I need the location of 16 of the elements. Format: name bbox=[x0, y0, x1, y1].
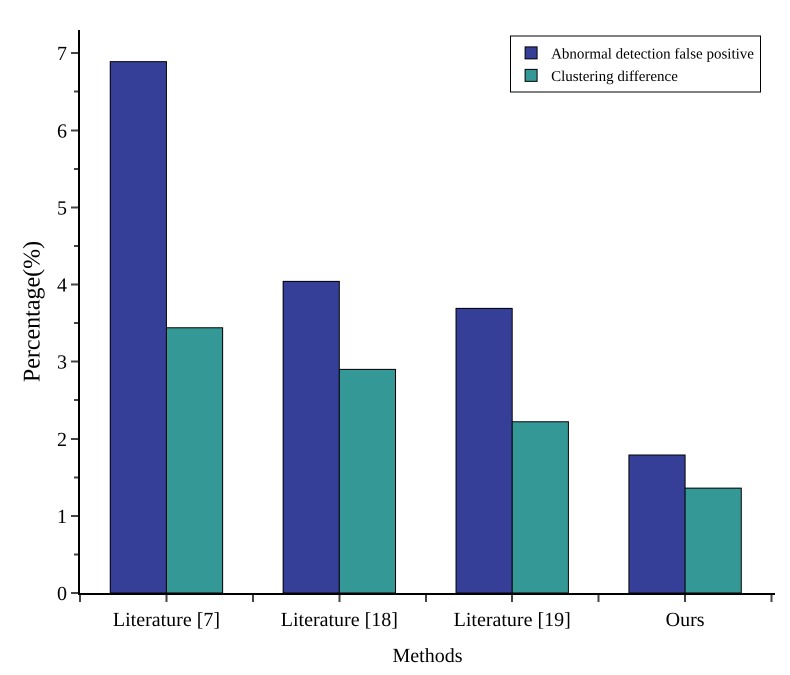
y-tick-label: 6 bbox=[57, 120, 67, 142]
x-tick-label: Ours bbox=[666, 609, 705, 631]
x-tick-label: Literature [7] bbox=[112, 609, 220, 631]
legend-label: Abnormal detection false positive bbox=[551, 46, 754, 63]
y-tick-label: 2 bbox=[57, 428, 67, 451]
x-tick-label: Literature [18] bbox=[280, 609, 398, 631]
y-tick-label: 1 bbox=[57, 506, 67, 528]
y-tick-label: 4 bbox=[57, 274, 67, 297]
y-tick-label: 5 bbox=[57, 197, 67, 220]
y-axis-title: Percentage(%) bbox=[20, 240, 46, 382]
legend-label: Clustering difference bbox=[551, 69, 678, 86]
y-tick-label: 7 bbox=[57, 43, 67, 66]
y-tick-label: 3 bbox=[57, 352, 67, 374]
x-tick-label: Literature [19] bbox=[454, 609, 571, 631]
y-tick-label: 0 bbox=[57, 583, 67, 605]
x-axis-title: Methods bbox=[392, 645, 463, 667]
